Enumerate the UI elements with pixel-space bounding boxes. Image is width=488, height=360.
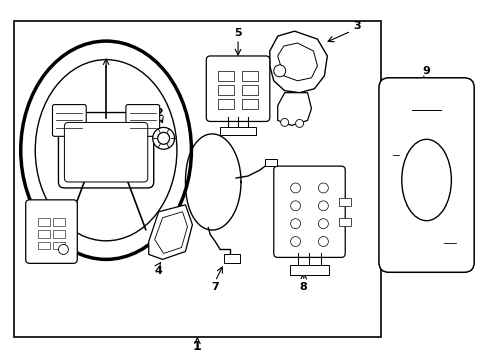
Bar: [218, 99, 234, 109]
Circle shape: [273, 65, 285, 77]
Bar: [224, 255, 240, 264]
Text: 7: 7: [211, 282, 219, 292]
Bar: [53, 230, 65, 238]
Bar: [53, 242, 65, 249]
Circle shape: [152, 127, 174, 149]
Bar: [339, 198, 350, 206]
FancyBboxPatch shape: [52, 105, 86, 136]
Bar: [264, 159, 276, 166]
Bar: [220, 127, 255, 135]
Bar: [38, 242, 49, 249]
Text: 3: 3: [353, 21, 360, 31]
Bar: [38, 218, 49, 226]
Bar: [218, 71, 234, 81]
Polygon shape: [154, 212, 187, 253]
Circle shape: [59, 244, 68, 255]
Bar: [53, 218, 65, 226]
Bar: [218, 85, 234, 95]
Circle shape: [295, 120, 303, 127]
Polygon shape: [277, 93, 311, 125]
FancyBboxPatch shape: [64, 122, 147, 182]
Circle shape: [318, 183, 327, 193]
Bar: [14, 21, 380, 337]
Bar: [38, 230, 49, 238]
FancyBboxPatch shape: [59, 113, 153, 188]
Text: 4: 4: [154, 266, 163, 276]
Circle shape: [157, 132, 169, 144]
Circle shape: [290, 219, 300, 229]
Bar: [289, 265, 328, 275]
Ellipse shape: [35, 60, 177, 241]
Text: 6: 6: [32, 256, 40, 266]
Circle shape: [290, 237, 300, 247]
Text: 8: 8: [299, 282, 307, 292]
Polygon shape: [269, 31, 326, 93]
FancyBboxPatch shape: [206, 56, 269, 121]
Circle shape: [318, 201, 327, 211]
Text: 5: 5: [234, 28, 242, 38]
Circle shape: [94, 134, 118, 158]
Ellipse shape: [401, 139, 450, 221]
Circle shape: [318, 237, 327, 247]
Text: 9: 9: [422, 66, 429, 76]
Bar: [242, 71, 257, 81]
FancyBboxPatch shape: [273, 166, 345, 257]
FancyBboxPatch shape: [26, 200, 77, 264]
Circle shape: [280, 118, 288, 126]
Circle shape: [318, 219, 327, 229]
FancyBboxPatch shape: [126, 105, 160, 136]
Circle shape: [290, 183, 300, 193]
Circle shape: [290, 201, 300, 211]
Polygon shape: [148, 205, 192, 260]
Bar: [242, 85, 257, 95]
Text: 2: 2: [155, 108, 162, 117]
Text: 1: 1: [193, 340, 202, 353]
Bar: [339, 218, 350, 226]
Ellipse shape: [20, 41, 191, 260]
FancyBboxPatch shape: [378, 78, 473, 272]
Bar: [242, 99, 257, 109]
Polygon shape: [277, 43, 317, 81]
